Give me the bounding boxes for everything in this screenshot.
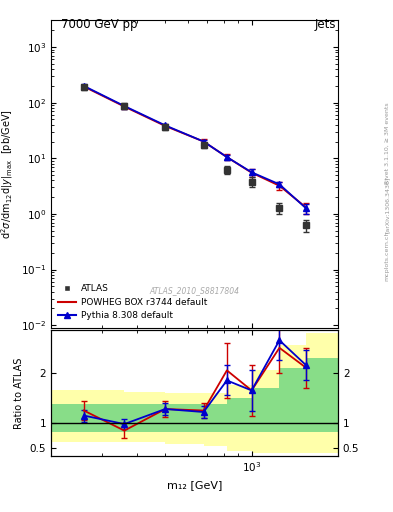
Text: mcplots.cern.ch: mcplots.cern.ch [385, 231, 389, 281]
Text: ATLAS_2010_S8817804: ATLAS_2010_S8817804 [149, 286, 240, 295]
Text: [arXiv:1306.3436]: [arXiv:1306.3436] [385, 177, 389, 233]
X-axis label: m₁₂ [GeV]: m₁₂ [GeV] [167, 480, 222, 490]
Text: Rivet 3.1.10, ≥ 3M events: Rivet 3.1.10, ≥ 3M events [385, 102, 389, 184]
Legend: ATLAS, POWHEG BOX r3744 default, Pythia 8.308 default: ATLAS, POWHEG BOX r3744 default, Pythia … [55, 282, 210, 323]
Y-axis label: d$^{2}\sigma$/dm$_{12}$d|$y$|$_\mathrm{max}$  [pb/GeV]: d$^{2}\sigma$/dm$_{12}$d|$y$|$_\mathrm{m… [0, 109, 15, 239]
Y-axis label: Ratio to ATLAS: Ratio to ATLAS [14, 357, 24, 429]
Text: Jets: Jets [314, 18, 336, 31]
Text: 7000 GeV pp: 7000 GeV pp [61, 18, 138, 31]
